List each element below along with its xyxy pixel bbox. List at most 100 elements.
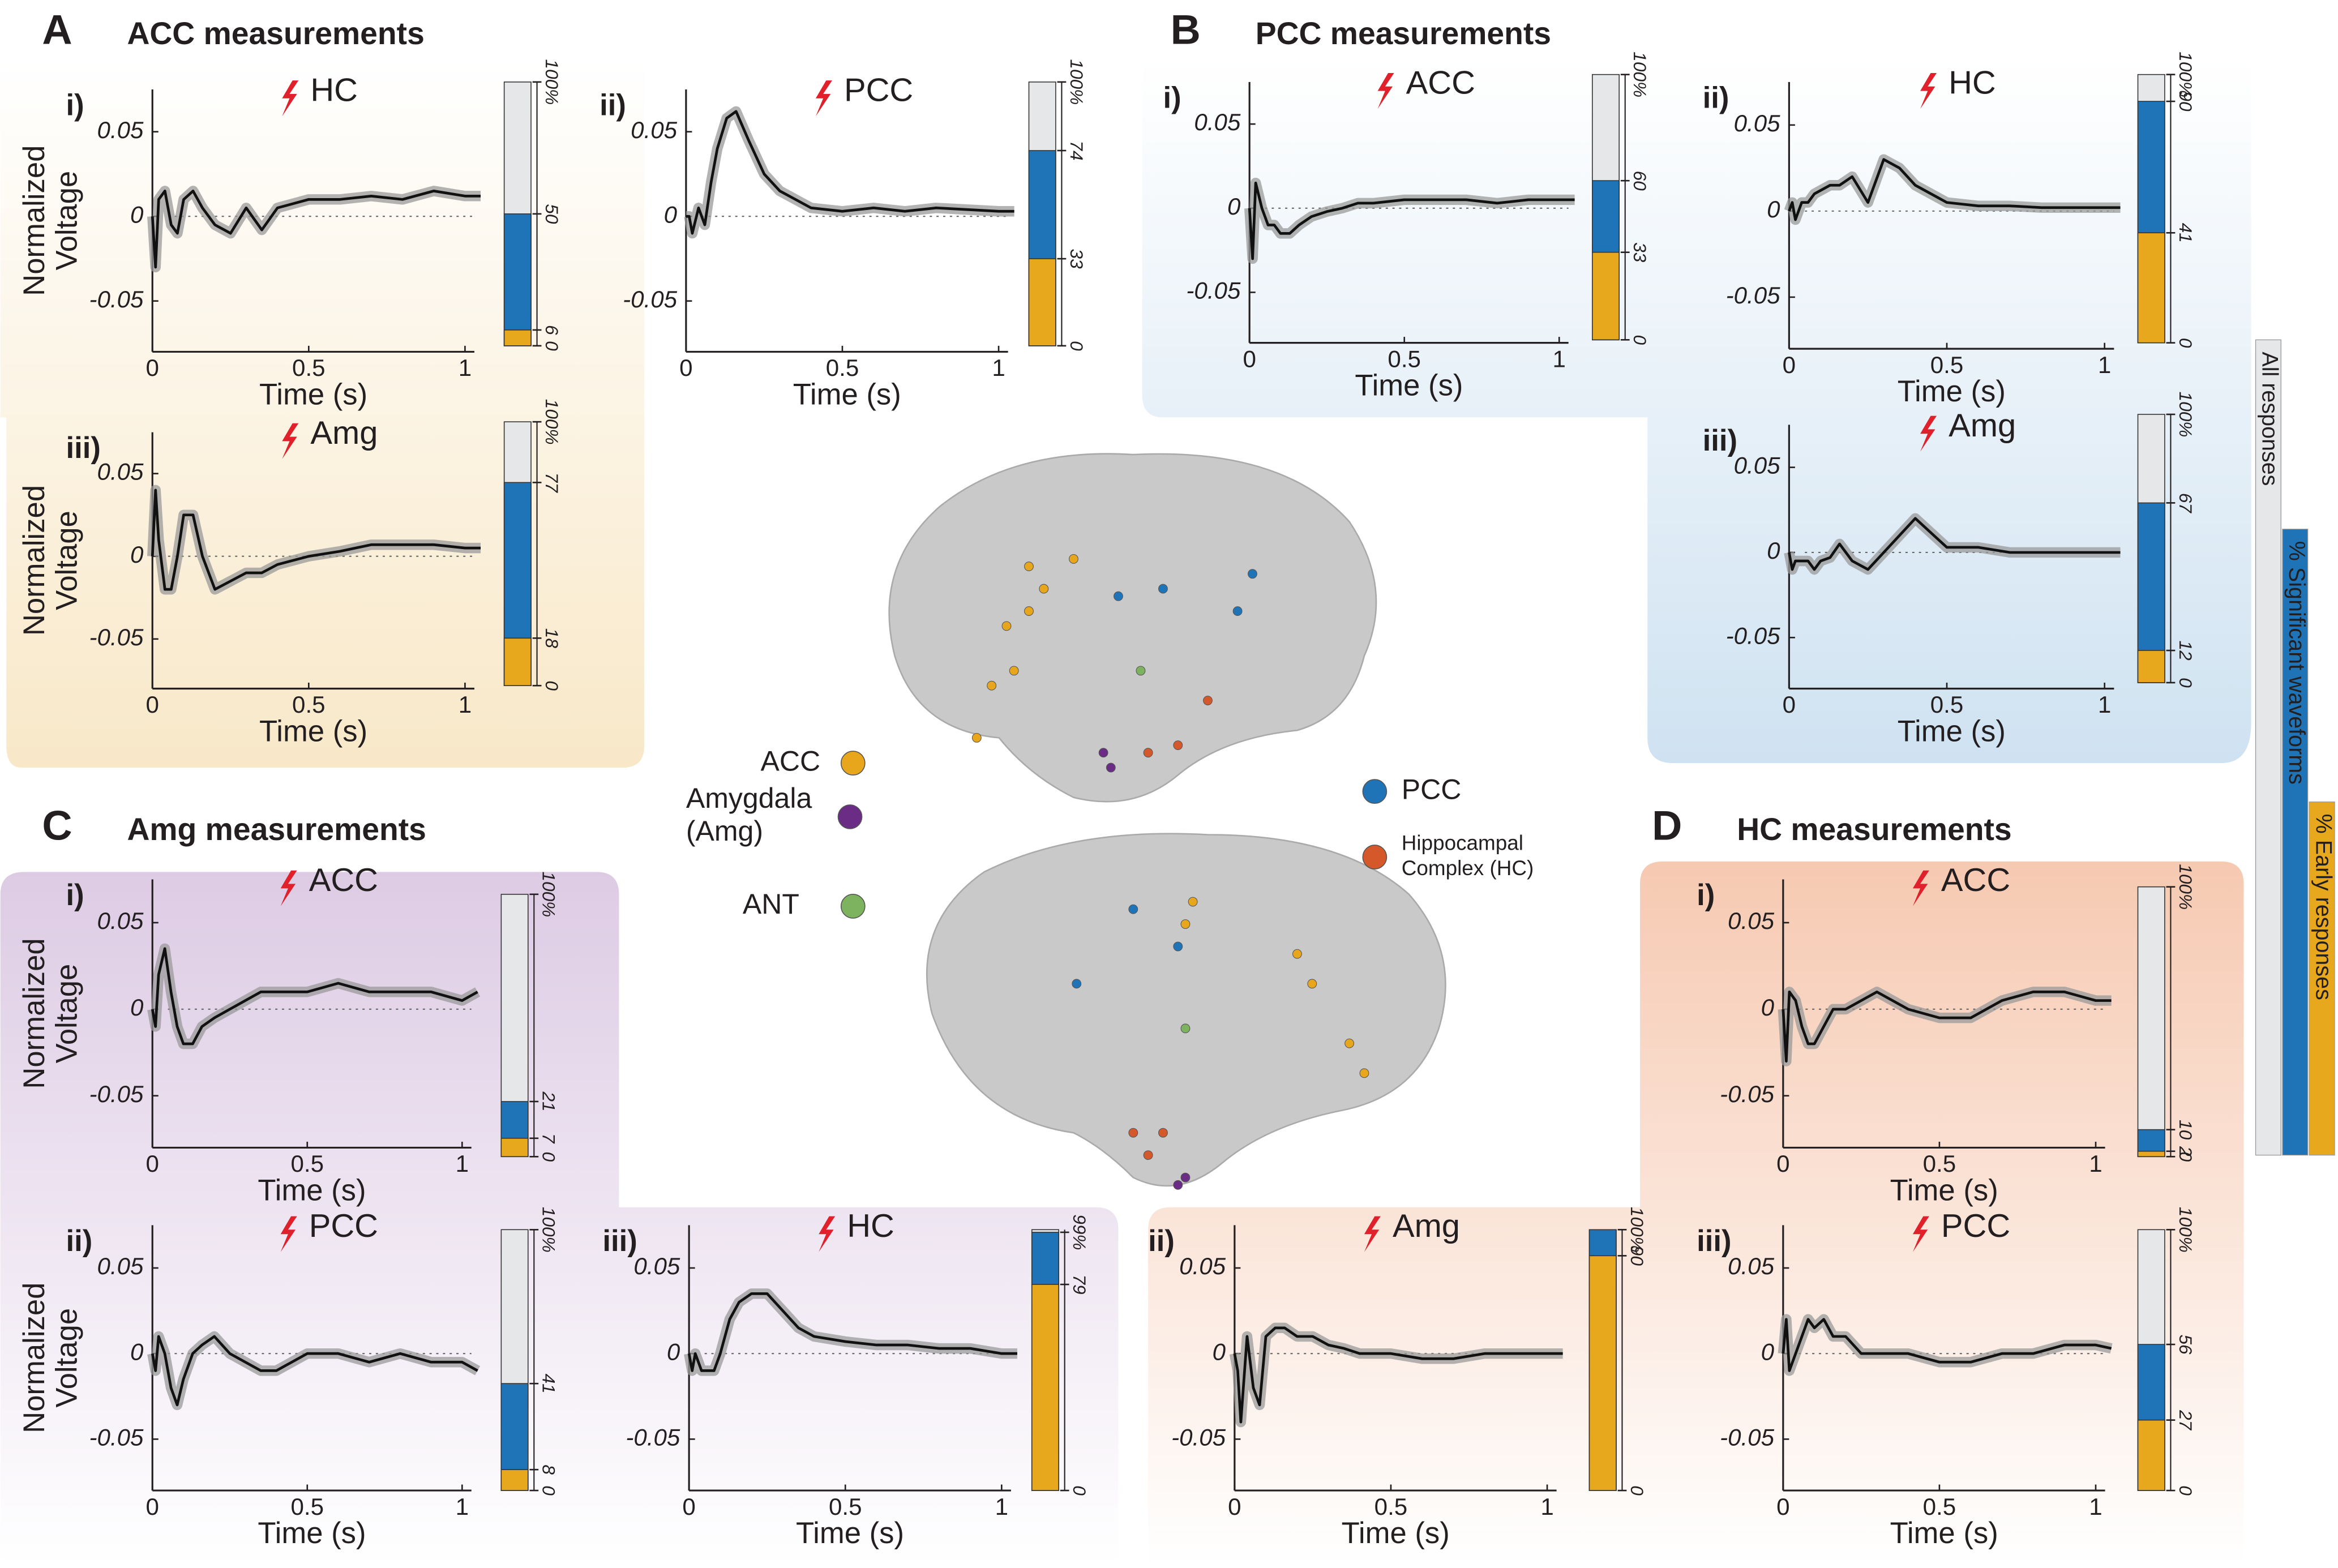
- panel-title: PCC measurements: [1256, 16, 1551, 51]
- x-axis-label: Time (s): [1898, 714, 2006, 748]
- stim-icon: [280, 1216, 297, 1252]
- brain-dot: [1173, 740, 1183, 750]
- x-tick-label: 0.5: [826, 354, 859, 381]
- bar-tick-label: 0: [539, 1151, 559, 1162]
- response-bar: [2137, 232, 2165, 344]
- bar-tick-label: 0: [542, 341, 562, 351]
- panel-label: i): [1697, 879, 1715, 912]
- brain-dot: [1248, 569, 1257, 579]
- bar-tick-label: 90: [1627, 1246, 1647, 1266]
- x-tick-label: 0.5: [292, 354, 326, 381]
- brain-dot: [1180, 919, 1191, 929]
- y-tick-label: -0.05: [1726, 282, 1781, 309]
- panel-label: i): [1163, 81, 1181, 114]
- y-tick-label: 0.05: [1734, 452, 1781, 479]
- response-bar: [503, 213, 532, 346]
- bar-tick-label: 50: [542, 204, 562, 224]
- response-bar: [2137, 1419, 2165, 1491]
- line: [1782, 990, 2112, 1063]
- line-panel: -0.05 0 0.05 0 0.5 1 Time (s) NormalizedVoltage…: [18, 1207, 559, 1550]
- response-bar: [503, 637, 532, 687]
- bar-tick-label: 33: [1630, 242, 1650, 263]
- bar-tick-label: 0: [1069, 1485, 1090, 1496]
- bar-tick-label: 0: [2176, 338, 2196, 348]
- stim-icon: [1377, 73, 1394, 109]
- stim-icon: [282, 80, 299, 117]
- brain-dot: [1128, 904, 1138, 914]
- brain: [888, 453, 1446, 1187]
- x-tick-label: 0: [679, 354, 692, 381]
- legend-label: ANT: [743, 888, 799, 920]
- x-tick-label: 0.5: [1930, 691, 1964, 718]
- line-panel: -0.05 0 0.05 0 0.5 1 Time (s) NormalizedVoltage…: [18, 59, 562, 411]
- bar-tick-label: 90: [2176, 91, 2196, 112]
- chart-title: HC: [1949, 65, 1996, 101]
- x-axis-label: Time (s): [259, 714, 367, 748]
- line: [687, 1292, 1017, 1372]
- stim-icon: [280, 870, 297, 906]
- bar-tick-label: 100%: [542, 399, 562, 445]
- brain-dot: [1069, 554, 1078, 564]
- legend-bar: [2282, 529, 2309, 1156]
- chart-title: Amg: [310, 415, 378, 451]
- legend-label: % Early responses: [2311, 814, 2336, 1000]
- stim-icon: [1920, 73, 1937, 109]
- y-tick-label: 0: [1213, 1338, 1226, 1365]
- panel-letter: B: [1171, 6, 1201, 53]
- legend-swatch: [837, 804, 863, 829]
- y-tick-label: -0.05: [623, 286, 678, 312]
- bar-tick-label: 0: [2176, 1151, 2196, 1162]
- y-tick-label: 0: [130, 1338, 144, 1365]
- bar-tick-label: 67: [2176, 493, 2196, 514]
- panel-title: Amg measurements: [127, 812, 426, 847]
- brain-dot: [1098, 748, 1108, 758]
- y-tick-label: 0: [130, 201, 144, 228]
- x-tick-label: 1: [2098, 691, 2111, 718]
- y-tick-label: 0.05: [1179, 1253, 1226, 1279]
- brain-dot: [1292, 949, 1302, 959]
- line-panel: -0.05 0 0.05 0 0.5 1 Time (s) ii) PCC 0 33 74 100%: [600, 59, 1087, 411]
- x-tick-label: 1: [2089, 1493, 2102, 1520]
- y-tick-label: 0.05: [97, 459, 144, 485]
- y-axis-label: Voltage: [50, 1308, 84, 1408]
- bar-tick-label: 2: [2176, 1146, 2196, 1156]
- x-axis-label: Time (s): [258, 1516, 366, 1550]
- legend-label: Complex (HC): [1402, 856, 1534, 880]
- y-tick-label: 0: [667, 1338, 680, 1365]
- x-tick-label: 0: [1776, 1150, 1789, 1177]
- panel-label: i): [66, 879, 84, 912]
- legend-label: % Significant waveforms: [2284, 541, 2309, 785]
- y-tick-label: -0.05: [1186, 277, 1241, 304]
- bar-tick-label: 6: [542, 325, 562, 335]
- x-tick-label: 1: [459, 691, 472, 718]
- stim-icon: [1912, 870, 1929, 906]
- legend-swatch: [1362, 845, 1388, 869]
- x-tick-label: 0.5: [1374, 1493, 1408, 1520]
- line-panel: -0.05 0 0.05 0 0.5 1 Time (s) iii) PCC 0 27 56 100%: [1697, 1207, 2196, 1550]
- bar-tick-label: 27: [2176, 1410, 2196, 1431]
- brain-dot: [1128, 1128, 1138, 1138]
- line: [151, 190, 481, 269]
- chart-title: PCC: [844, 72, 913, 109]
- y-tick-label: 0.05: [1734, 110, 1781, 136]
- legend-swatch: [840, 751, 866, 776]
- brain-dot: [1143, 1150, 1153, 1160]
- panel-label: ii): [66, 1224, 93, 1258]
- line: [1248, 181, 1575, 260]
- bar-tick-label: 60: [1630, 171, 1650, 191]
- y-tick-label: -0.05: [89, 1081, 144, 1107]
- x-axis-label: Time (s): [1890, 1173, 1998, 1207]
- y-tick-label: 0.05: [1194, 109, 1241, 135]
- response-bar: [503, 329, 532, 346]
- stim-icon: [1364, 1216, 1381, 1252]
- panel-title: HC measurements: [1737, 812, 2011, 847]
- legend-label: PCC: [1402, 773, 1462, 805]
- response-bar: [2137, 1150, 2165, 1158]
- brain-dot: [1158, 584, 1168, 594]
- brain-dot: [1158, 1128, 1168, 1138]
- bar-tick-label: 100%: [1067, 59, 1087, 105]
- y-tick-label: 0.05: [1728, 907, 1775, 934]
- line: [1782, 1318, 2112, 1372]
